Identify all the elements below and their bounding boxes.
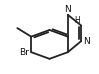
Text: N: N bbox=[83, 37, 90, 46]
Text: Br: Br bbox=[19, 48, 29, 57]
Text: N: N bbox=[64, 5, 71, 14]
Text: H: H bbox=[74, 16, 79, 25]
